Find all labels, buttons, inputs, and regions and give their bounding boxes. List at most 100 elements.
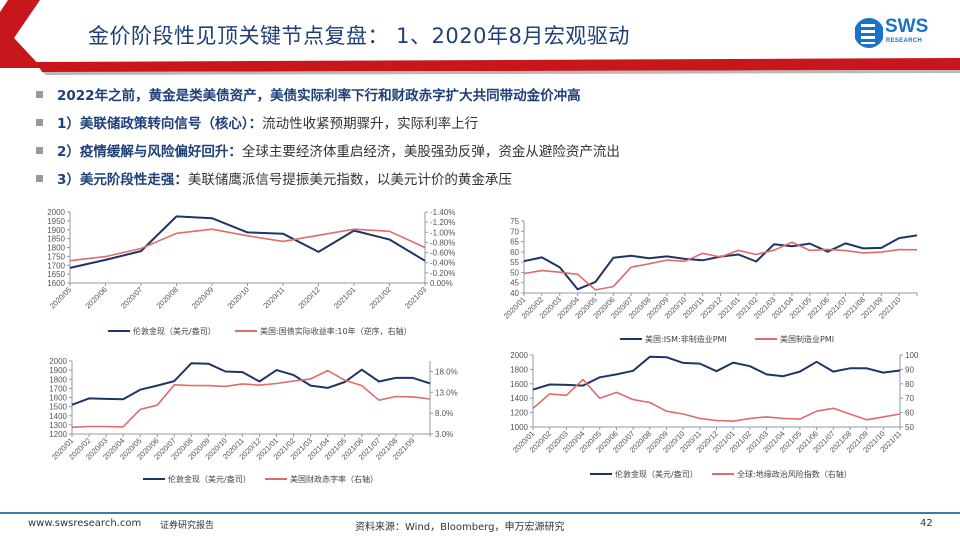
bullet-item: 1）美联储政策转向信号（核心）： 流动性收紧预期骤升，实际利率上行	[36, 108, 620, 136]
y-tick-label-left: 1800	[47, 244, 65, 253]
x-tick-label: 2020/11	[261, 285, 286, 310]
bullet-list: 2022年之前，黄金是类美债资产，美债实际利率下行和财政赤字扩大共同带动金价冲高…	[36, 80, 620, 192]
y-tick-label-right: -0.20%	[430, 269, 455, 278]
legend-label: 全球:地缘政治风险指数（右轴）	[737, 469, 852, 479]
header-chevron-shadow	[0, 0, 8, 12]
series-line-2	[532, 378, 901, 423]
x-tick-label: 2020/08	[154, 285, 180, 311]
y-tick-label-right: -1.00%	[430, 228, 455, 237]
page-number: 42	[920, 518, 933, 529]
bullet-heading: 2022年之前，黄金是类美债资产，美债实际利率下行和财政赤字扩大共同带动金价冲高	[57, 88, 581, 104]
y-tick-label-left: 1300	[49, 421, 67, 430]
legend-label: 伦敦金现（美元/盎司）	[168, 474, 251, 484]
bullet-item: 2）疫情缓解与风险偏好回升： 全球主要经济体重启经济，美股强劲反弹，资金从避险资产…	[36, 136, 620, 164]
y-tick-label-left: 55	[510, 258, 519, 267]
y-tick-label-left: 1000	[510, 423, 528, 432]
y-tick-label-right: 90	[905, 365, 914, 374]
y-tick-label-left: 1700	[47, 261, 65, 270]
y-tick-label-left: 1400	[510, 394, 528, 403]
y-tick-label-left: 1950	[47, 217, 65, 226]
y-tick-label-right: -1.40%	[430, 208, 455, 217]
bullet-heading: 1）美联储政策转向信号（核心）：	[57, 116, 263, 132]
y-tick-label-right: 18.0%	[435, 367, 458, 376]
chart-4: 1000120014001600180020005060708090100202…	[510, 351, 919, 479]
footer-source: 资料来源：Wind，Bloomberg，申万宏源研究	[355, 522, 565, 533]
x-tick-label: 2020/05	[48, 285, 74, 311]
footer-divider	[0, 512, 960, 514]
logo-text: SWS	[885, 16, 929, 37]
y-tick-label-right: 13.0%	[435, 388, 458, 397]
y-tick-label-left: 1800	[510, 365, 528, 374]
header-decoration	[0, 0, 960, 75]
y-tick-label-left: 65	[510, 238, 519, 247]
y-tick-label-right: 60	[905, 409, 914, 418]
bullet-text: 美联储鹰派信号提振美元指数，以美元计价的黄金承压	[187, 172, 512, 188]
y-tick-label-right: 8.0%	[435, 409, 453, 418]
y-tick-label-left: 75	[510, 217, 519, 226]
series-line-1	[523, 234, 918, 291]
y-tick-label-left: 40	[510, 289, 519, 298]
y-tick-label-right: -0.40%	[430, 259, 455, 268]
y-tick-label-left: 1650	[47, 270, 65, 279]
y-tick-label-left: 2000	[47, 208, 65, 217]
y-tick-label-left: 70	[510, 227, 519, 236]
series-line-1	[69, 215, 426, 269]
y-tick-label-right: 80	[905, 380, 914, 389]
series-line-2	[71, 369, 431, 429]
header-chevron	[0, 0, 42, 68]
sws-logo: SWS RESEARCH	[854, 16, 945, 52]
y-tick-label-left: 1750	[47, 252, 65, 261]
page-title: 金价阶段性见顶关键节点复盘： 1、2020年8月宏观驱动	[88, 24, 630, 48]
y-tick-label-left: 1600	[47, 279, 65, 288]
header-stripe	[36, 58, 960, 72]
y-tick-label-left: 1500	[49, 403, 67, 412]
footer-report-type: 证券研究报告	[160, 521, 215, 531]
y-tick-label-left: 1400	[49, 412, 67, 421]
y-tick-label-right: -0.80%	[430, 238, 455, 247]
y-tick-label-left: 1600	[510, 380, 528, 389]
chart-2: 40455055606570752020/012020/022020/03202…	[502, 217, 918, 344]
bullet-square-icon	[36, 174, 43, 182]
legend-label: 伦敦金现（美元/盎司）	[615, 469, 698, 479]
y-tick-label-left: 1600	[49, 394, 67, 403]
y-tick-label-left: 1900	[49, 366, 67, 375]
footer-website[interactable]: www.swsresearch.com	[28, 518, 142, 529]
y-tick-label-right: 3.0%	[435, 430, 453, 439]
y-tick-label-right: 70	[905, 394, 914, 403]
y-tick-label-right: 50	[905, 423, 914, 432]
legend-label: 美国:国债实际收益率:10年（逆序，右轴）	[260, 326, 412, 336]
y-tick-label-left: 1700	[49, 384, 67, 393]
x-tick-label: 2020/06	[83, 285, 109, 311]
logo-subtext: RESEARCH	[886, 38, 923, 44]
x-tick-label: 2021/02	[367, 285, 393, 311]
y-tick-label-left: 45	[510, 279, 519, 288]
y-tick-label-left: 1900	[47, 226, 65, 235]
bullet-text: 流动性收紧预期骤升，实际利率上行	[262, 116, 479, 132]
x-tick-label: 2020/10	[225, 285, 251, 311]
y-tick-label-left: 60	[510, 248, 519, 257]
y-tick-label-right: 100	[905, 351, 919, 360]
bullet-square-icon	[36, 90, 43, 98]
x-tick-label: 2020/12	[296, 285, 322, 311]
y-tick-label-left: 50	[510, 268, 519, 277]
y-tick-label-right: -1.20%	[430, 218, 455, 227]
y-tick-label-left: 2000	[49, 357, 67, 366]
series-line-1	[532, 355, 901, 391]
bullet-square-icon	[36, 146, 43, 154]
y-tick-label-left: 1200	[49, 430, 67, 439]
y-tick-label-right: -0.60%	[430, 249, 455, 258]
bullet-heading: 3）美元阶段性走强：	[57, 172, 188, 188]
bullet-item: 2022年之前，黄金是类美债资产，美债实际利率下行和财政赤字扩大共同带动金价冲高	[36, 80, 620, 108]
logo-mark-icon	[854, 18, 884, 48]
legend-label: 美国:ISM:非制造业PMI	[645, 334, 727, 344]
x-tick-label: 2020/09	[190, 285, 216, 311]
y-tick-label-left: 1200	[510, 409, 528, 418]
y-tick-label-left: 1850	[47, 235, 65, 244]
x-tick-label: 2021/01	[332, 285, 358, 311]
series-line-2	[69, 228, 426, 262]
y-tick-label-right: 0.00%	[430, 279, 453, 288]
legend-label: 美国财政赤字率（右轴）	[290, 474, 378, 484]
